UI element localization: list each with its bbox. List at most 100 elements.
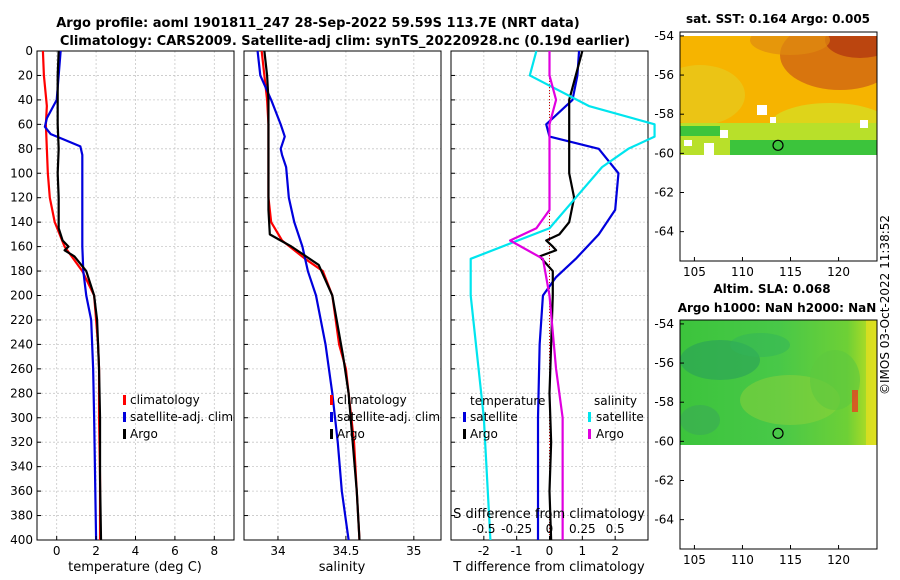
legend-marker-climatology: [123, 395, 126, 405]
depth-tick-label: 80: [18, 142, 33, 156]
map-latitude-tick-label: -64: [654, 513, 674, 527]
sla-map-ticks: 105 110 115 120 -54 -56 -58 -60 -62 -64: [654, 317, 850, 567]
depth-tick-label: 380: [10, 509, 33, 523]
temperature-series: [41, 50, 103, 541]
difference-xtick-label: -2: [478, 544, 490, 558]
temperature-xtick-label: 8: [210, 544, 218, 558]
map-longitude-tick-label: 105: [683, 265, 706, 279]
difference-xtick-label: 0: [546, 544, 554, 558]
legend-label-satellite: satellite-adj. clim: [337, 410, 440, 424]
depth-tick-label: 60: [18, 117, 33, 131]
sst-map-ticks: 105 110 115 120 -54 -56 -58 -60 -62 -64: [654, 29, 850, 279]
depth-tick-label: 340: [10, 460, 33, 474]
difference-series-s-argo: [509, 51, 564, 540]
depth-tick-label: 360: [10, 484, 33, 498]
salinity-xtick-label: 35: [406, 544, 421, 558]
legend-label-s-argo: Argo: [596, 427, 624, 441]
temperature-legend: climatology satellite-adj. clim Argo: [123, 393, 233, 441]
s-difference-tick-label: 0: [546, 522, 554, 536]
temperature-xlabel: temperature (deg C): [68, 560, 202, 575]
map-longitude-tick-label: 110: [731, 265, 754, 279]
depth-tick-label: 180: [10, 264, 33, 278]
salinity-grid: [244, 50, 441, 541]
difference-ticks: -2 -1 0 1 2 -0.5 -0.25 0 0.25 0.5: [451, 50, 625, 558]
temperature-series-climatology: [41, 50, 102, 540]
legend-label-t-argo: Argo: [470, 427, 498, 441]
sla-map-title-line1: Altim. SLA: 0.068: [713, 282, 830, 296]
map-longitude-tick-label: 120: [827, 553, 850, 567]
difference-series-t-satellite: [536, 50, 620, 540]
difference-series: [469, 50, 656, 541]
depth-tick-label: 280: [10, 386, 33, 400]
legend-marker-t-satellite: [463, 412, 466, 422]
temperature-xtick-label: 4: [132, 544, 140, 558]
map-latitude-tick-label: -60: [654, 434, 674, 448]
legend-title-salinity: salinity: [594, 394, 637, 408]
map-longitude-tick-label: 115: [779, 265, 802, 279]
legend-marker-climatology: [330, 395, 333, 405]
sla-map-title-line2: Argo h1000: NaN h2000: NaN: [678, 301, 877, 315]
difference-legend: temperature satellite Argo salinity sate…: [463, 394, 644, 441]
temperature-ticks: 0204060801001201401601802002202402602803…: [10, 44, 218, 558]
difference-panel: -2 -1 0 1 2 -0.5 -0.25 0 0.25 0.5 T difference fr…: [450, 50, 656, 575]
depth-tick-label: 400: [10, 533, 33, 547]
figure-title-line2: Climatology: CARS2009. Satellite-adj cli…: [60, 34, 630, 49]
temperature-xtick-label: 6: [171, 544, 179, 558]
difference-top-xlabel: S difference from climatology: [453, 507, 645, 522]
map-latitude-tick-label: -62: [654, 473, 674, 487]
sst-map-frame: [679, 31, 878, 262]
figure-title-line1: Argo profile: aoml 1901811_247 28-Sep-20…: [56, 16, 580, 31]
map-longitude-tick-label: 115: [779, 553, 802, 567]
difference-xtick-label: -1: [511, 544, 523, 558]
temperature-series-satellite-adj-clim: [43, 50, 98, 541]
sst-map-field: [680, 36, 877, 155]
imos-timestamp: ©IMOS 03-Oct-2022 11:38:52: [878, 215, 892, 395]
legend-label-t-satellite: satellite: [470, 410, 518, 424]
sla-map-frame: [679, 319, 878, 550]
map-longitude-tick-label: 120: [827, 265, 850, 279]
temperature-grid: [37, 50, 234, 541]
legend-title-temperature: temperature: [470, 394, 545, 408]
depth-tick-label: 40: [18, 93, 33, 107]
sla-map-panel: Altim. SLA: 0.068 Argo h1000: NaN h2000:…: [654, 282, 878, 567]
map-latitude-tick-label: -60: [654, 146, 674, 160]
s-difference-tick-label: -0.25: [501, 522, 532, 536]
salinity-ticks: 34 34.5 35: [244, 50, 421, 558]
map-latitude-tick-label: -56: [654, 356, 674, 370]
s-difference-tick-label: 0.25: [569, 522, 596, 536]
map-longitude-tick-label: 105: [683, 553, 706, 567]
salinity-series: [256, 50, 361, 541]
legend-label-climatology: climatology: [130, 393, 200, 407]
salinity-legend: climatology satellite-adj. clim Argo: [330, 393, 440, 441]
difference-xtick-label: 1: [579, 544, 587, 558]
s-difference-tick-label: 0.5: [606, 522, 625, 536]
legend-marker-satellite: [330, 412, 333, 422]
difference-xlabel: T difference from climatology: [452, 560, 645, 575]
map-latitude-tick-label: -54: [654, 317, 674, 331]
legend-marker-argo: [123, 429, 126, 439]
temperature-panel: 0204060801001201401601802002202402602803…: [10, 44, 235, 575]
depth-tick-label: 20: [18, 68, 33, 82]
salinity-series-argo: [263, 50, 361, 541]
depth-tick-label: 100: [10, 166, 33, 180]
map-latitude-tick-label: -58: [654, 395, 674, 409]
depth-tick-label: 240: [10, 337, 33, 351]
legend-label-s-satellite: satellite: [596, 410, 644, 424]
depth-tick-label: 120: [10, 191, 33, 205]
legend-label-argo: Argo: [337, 427, 365, 441]
depth-tick-label: 300: [10, 411, 33, 425]
temperature-xtick-label: 2: [92, 544, 100, 558]
difference-series-s-satellite: [469, 50, 656, 541]
sst-map-title: sat. SST: 0.164 Argo: 0.005: [686, 12, 870, 26]
sst-profile-location-marker: [772, 139, 784, 151]
difference-series-t-argo: [538, 50, 584, 541]
legend-marker-argo: [330, 429, 333, 439]
map-latitude-tick-label: -58: [654, 107, 674, 121]
depth-tick-label: 200: [10, 289, 33, 303]
depth-tick-label: 160: [10, 240, 33, 254]
legend-label-argo: Argo: [130, 427, 158, 441]
temperature-xtick-label: 0: [53, 544, 61, 558]
salinity-series-satellite-adj-clim: [256, 50, 350, 541]
s-difference-tick-label: -0.5: [472, 522, 495, 536]
map-latitude-tick-label: -62: [654, 185, 674, 199]
